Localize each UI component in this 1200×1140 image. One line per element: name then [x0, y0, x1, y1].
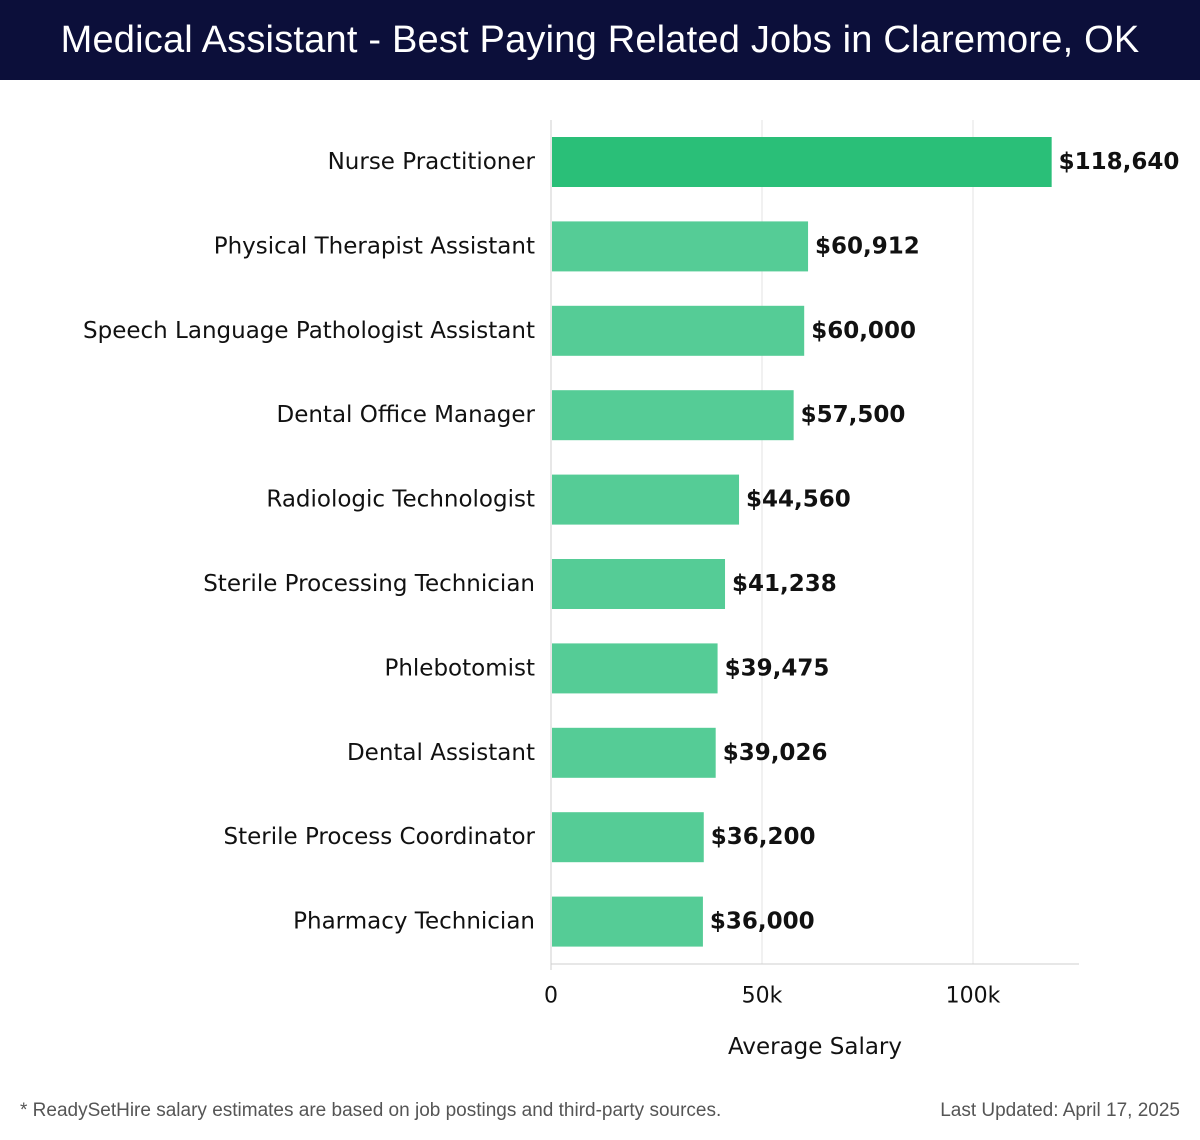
category-label: Dental Office Manager — [276, 402, 535, 428]
value-label: $57,500 — [801, 402, 906, 428]
bar — [552, 221, 809, 272]
category-label: Speech Language Pathologist Assistant — [83, 318, 535, 344]
category-label: Phlebotomist — [384, 655, 535, 681]
x-tick-label: 50k — [742, 984, 783, 1009]
value-label: $60,000 — [811, 318, 916, 344]
category-label: Pharmacy Technician — [293, 909, 535, 935]
value-label: $39,026 — [723, 740, 828, 766]
bar — [552, 643, 718, 694]
bar-chart: Nurse Practitioner $118,640 Physical Thera… — [83, 120, 1180, 1060]
last-updated: Last Updated: April 17, 2025 — [940, 1100, 1180, 1121]
value-label: $36,000 — [710, 909, 815, 935]
category-label: Radiologic Technologist — [266, 487, 535, 513]
value-label: $36,200 — [711, 824, 816, 850]
category-label: Nurse Practitioner — [328, 149, 536, 175]
category-label: Sterile Processing Technician — [203, 571, 535, 597]
value-label: $41,238 — [732, 571, 837, 597]
bar — [552, 896, 703, 947]
category-label: Dental Assistant — [347, 740, 535, 766]
value-label: $39,475 — [725, 655, 830, 681]
bar — [552, 812, 704, 863]
value-label: $118,640 — [1059, 149, 1180, 175]
bar — [552, 559, 726, 609]
bar — [552, 305, 805, 356]
x-tick-label: 0 — [544, 984, 558, 1009]
bar — [552, 727, 716, 778]
bar — [552, 137, 1052, 187]
category-label: Sterile Process Coordinator — [224, 824, 536, 850]
chart-header: Medical Assistant - Best Paying Related … — [0, 0, 1200, 80]
bar — [552, 390, 794, 441]
category-label: Physical Therapist Assistant — [214, 233, 535, 259]
x-axis-title: Average Salary — [728, 1034, 902, 1060]
bar — [552, 474, 740, 525]
page-title: Medical Assistant - Best Paying Related … — [60, 18, 1140, 61]
value-label: $44,560 — [746, 487, 851, 513]
footer-note: * ReadySetHire salary estimates are base… — [20, 1100, 722, 1121]
value-label: $60,912 — [815, 233, 920, 259]
x-tick-label: 100k — [946, 984, 1001, 1009]
